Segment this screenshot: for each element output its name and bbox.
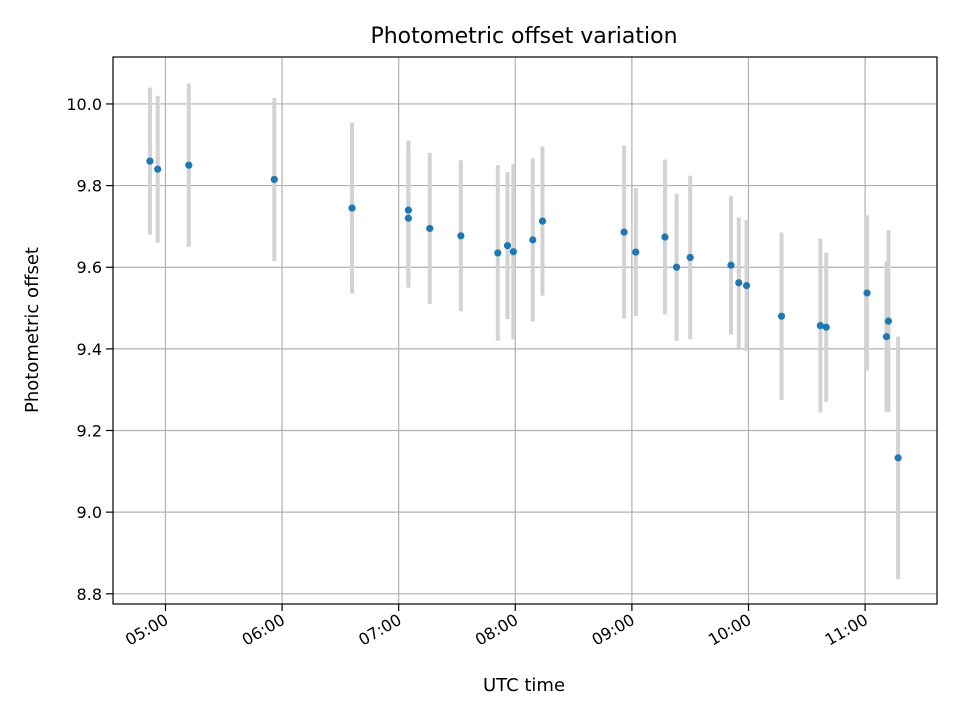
grid bbox=[113, 57, 937, 604]
data-point bbox=[503, 241, 512, 250]
data-point bbox=[735, 279, 743, 287]
y-tick-label: 9.6 bbox=[77, 258, 102, 277]
data-point bbox=[509, 248, 517, 256]
data-point bbox=[494, 249, 502, 257]
data-point bbox=[404, 214, 412, 222]
data-point bbox=[404, 206, 412, 214]
x-tick-label: 09:00 bbox=[588, 610, 637, 650]
data-point bbox=[727, 261, 735, 269]
data-point bbox=[686, 253, 694, 262]
x-tick-label: 11:00 bbox=[822, 610, 871, 650]
data-point bbox=[816, 322, 824, 330]
data-point bbox=[884, 317, 893, 325]
data-point bbox=[457, 232, 465, 240]
data-point bbox=[863, 289, 871, 297]
y-tick-label: 9.8 bbox=[77, 177, 102, 196]
y-axis-label: Photometric offset bbox=[22, 247, 43, 413]
data-point bbox=[742, 281, 751, 290]
y-tick-label: 9.4 bbox=[77, 340, 102, 359]
data-point bbox=[777, 312, 786, 320]
y-tick-label: 10.0 bbox=[66, 95, 102, 114]
x-tick-label: 08:00 bbox=[472, 610, 521, 650]
data-point bbox=[185, 161, 193, 169]
y-tick-label: 9.2 bbox=[77, 422, 102, 441]
x-axis-label: UTC time bbox=[483, 675, 565, 696]
data-point bbox=[672, 263, 681, 271]
x-tick-label: 05:00 bbox=[122, 610, 171, 650]
data-point bbox=[882, 333, 891, 341]
x-tick-label: 07:00 bbox=[355, 610, 404, 650]
data-point bbox=[426, 224, 434, 233]
chart-title: Photometric offset variation bbox=[370, 24, 677, 49]
data-point bbox=[154, 165, 162, 173]
x-tick-label: 10:00 bbox=[705, 610, 754, 650]
data-points bbox=[146, 157, 902, 462]
data-point bbox=[894, 454, 902, 462]
y-tick-label: 9.0 bbox=[77, 503, 102, 522]
data-point bbox=[620, 228, 628, 236]
data-point bbox=[632, 248, 640, 256]
errorbars bbox=[147, 83, 901, 580]
data-point bbox=[538, 217, 547, 225]
y-tick-label: 8.8 bbox=[77, 585, 102, 604]
data-point bbox=[661, 233, 669, 241]
data-point bbox=[270, 175, 278, 184]
data-point bbox=[348, 204, 356, 212]
plot-frame bbox=[112, 56, 938, 605]
data-point bbox=[822, 323, 830, 331]
x-tick-label: 06:00 bbox=[239, 610, 288, 650]
data-point bbox=[146, 157, 154, 165]
data-point bbox=[529, 236, 537, 244]
